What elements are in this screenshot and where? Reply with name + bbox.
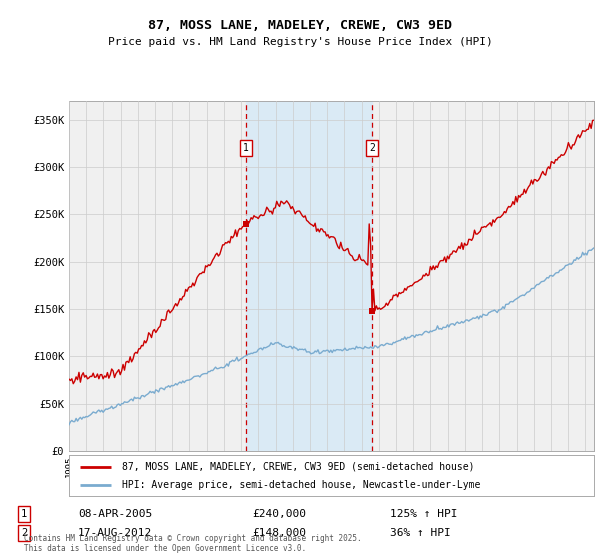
Text: 2: 2 — [370, 143, 375, 153]
Text: 36% ↑ HPI: 36% ↑ HPI — [390, 528, 451, 538]
Text: £148,000: £148,000 — [252, 528, 306, 538]
Text: 17-AUG-2012: 17-AUG-2012 — [78, 528, 152, 538]
Text: 125% ↑ HPI: 125% ↑ HPI — [390, 509, 458, 519]
Text: 87, MOSS LANE, MADELEY, CREWE, CW3 9ED (semi-detached house): 87, MOSS LANE, MADELEY, CREWE, CW3 9ED (… — [121, 461, 474, 472]
Text: 1: 1 — [243, 143, 249, 153]
Text: £240,000: £240,000 — [252, 509, 306, 519]
Text: 1: 1 — [21, 509, 27, 519]
Text: 87, MOSS LANE, MADELEY, CREWE, CW3 9ED: 87, MOSS LANE, MADELEY, CREWE, CW3 9ED — [148, 18, 452, 32]
Text: 08-APR-2005: 08-APR-2005 — [78, 509, 152, 519]
Text: Contains HM Land Registry data © Crown copyright and database right 2025.
This d: Contains HM Land Registry data © Crown c… — [24, 534, 362, 553]
Bar — [246, 101, 372, 451]
Text: 2: 2 — [21, 528, 27, 538]
Text: HPI: Average price, semi-detached house, Newcastle-under-Lyme: HPI: Average price, semi-detached house,… — [121, 480, 480, 490]
Text: Price paid vs. HM Land Registry's House Price Index (HPI): Price paid vs. HM Land Registry's House … — [107, 37, 493, 47]
